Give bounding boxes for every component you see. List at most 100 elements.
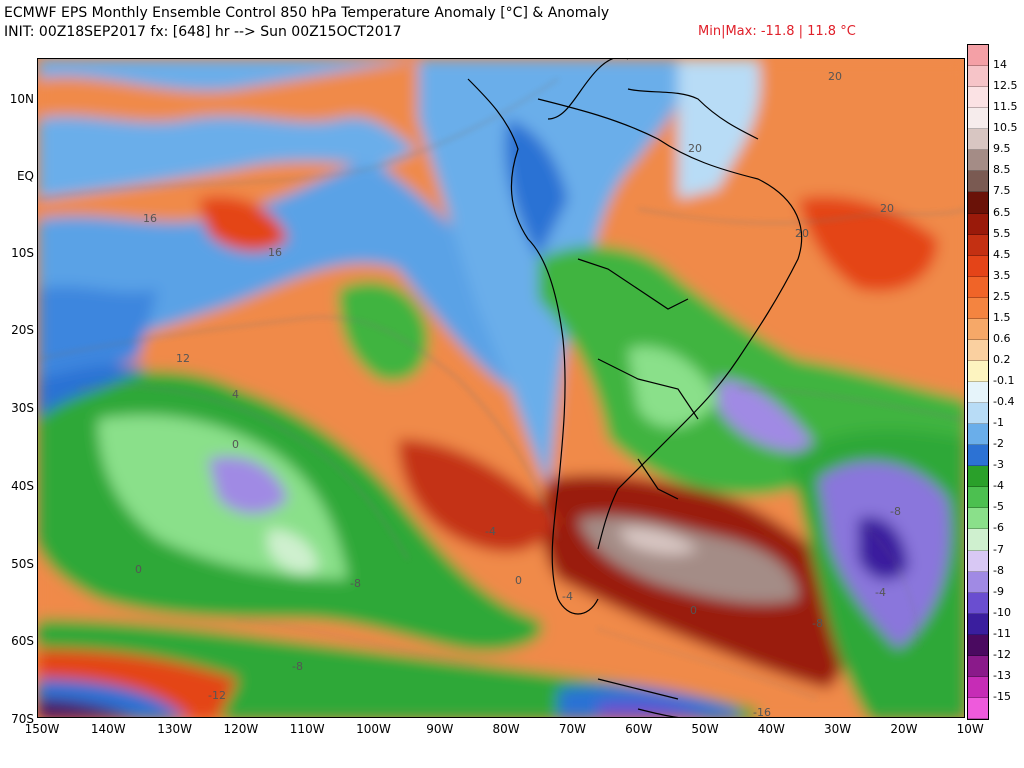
- anomaly-map: [38, 59, 964, 717]
- colorbar-cell: [968, 45, 988, 67]
- colorbar-level-label: -5: [993, 500, 1004, 514]
- init-forecast-line: INIT: 00Z18SEP2017 fx: [648] hr --> Sun …: [4, 24, 402, 40]
- lat-label: 30S: [11, 401, 34, 415]
- colorbar-cell: [968, 466, 988, 488]
- contour-label: 0: [232, 438, 239, 451]
- colorbar-level-label: 8.5: [993, 163, 1011, 177]
- contour-label: 0: [690, 604, 697, 617]
- lat-label: 10S: [11, 246, 34, 260]
- colorbar-level-label: -11: [993, 626, 1011, 640]
- min-max-readout: Min|Max: -11.8 | 11.8 °C: [698, 24, 856, 39]
- colorbar-level-label: 10.5: [993, 121, 1018, 135]
- lat-label: 70S: [11, 712, 34, 726]
- lon-label: 150W: [24, 722, 60, 736]
- colorbar-level-label: -9: [993, 584, 1004, 598]
- colorbar-level-label: 1.5: [993, 310, 1011, 324]
- lat-label: EQ: [16, 169, 34, 183]
- lon-label: 100W: [356, 722, 391, 736]
- colorbar-cell: [968, 171, 988, 193]
- lon-label: 80W: [492, 722, 520, 736]
- colorbar-cell: [968, 108, 988, 130]
- contour-label: 16: [143, 212, 157, 225]
- lon-label: 110W: [289, 722, 325, 736]
- colorbar-cell: [968, 318, 988, 340]
- contour-label: 12: [176, 352, 190, 365]
- colorbar-cell: [968, 360, 988, 382]
- lon-label: 10W: [956, 722, 984, 736]
- colorbar-level-label: -0.1: [993, 374, 1015, 387]
- colorbar-cell: [968, 297, 988, 319]
- colorbar-cell: [968, 276, 988, 298]
- colorbar-level-label: -13: [993, 668, 1011, 682]
- colorbar-cell: [968, 655, 988, 677]
- lat-label: 40S: [11, 479, 34, 493]
- contour-label: -12: [208, 689, 226, 702]
- colorbar-cell: [968, 403, 988, 425]
- lon-label: 20W: [890, 722, 918, 736]
- map-title: ECMWF EPS Monthly Ensemble Control 850 h…: [4, 5, 610, 21]
- colorbar-level-label: 6.5: [993, 205, 1011, 219]
- colorbar-cell: [968, 676, 988, 698]
- contour-label: -16: [753, 706, 771, 719]
- map-panel: [37, 58, 965, 718]
- colorbar-cell: [968, 571, 988, 593]
- lat-label: 20S: [11, 323, 34, 337]
- contour-label: 20: [795, 227, 809, 240]
- contour-label: 4: [232, 388, 239, 401]
- contour-label: -4: [562, 590, 573, 603]
- contour-label: 0: [135, 563, 142, 576]
- colorbar-level-label: 3.5: [993, 268, 1011, 282]
- colorbar-level-label: -6: [993, 521, 1004, 535]
- colorbar-level-label: 4.5: [993, 247, 1011, 261]
- lon-label: 40W: [757, 722, 785, 736]
- lon-label: 70W: [558, 722, 586, 736]
- colorbar-cell: [968, 192, 988, 214]
- colorbar-level-label: -15: [993, 689, 1011, 703]
- lon-label: 130W: [157, 722, 192, 736]
- colorbar-level-label: -8: [993, 563, 1004, 577]
- colorbar-level-label: -2: [993, 437, 1004, 451]
- colorbar-level-label: 9.5: [993, 142, 1011, 156]
- lon-label: 30W: [824, 722, 852, 736]
- colorbar-level-label: -7: [993, 542, 1004, 556]
- colorbar-level-label: 0.2: [993, 352, 1011, 366]
- colorbar-cell: [968, 339, 988, 361]
- colorbar-cell: [968, 424, 988, 446]
- colorbar-cell: [968, 508, 988, 530]
- colorbar-cell: [968, 613, 988, 635]
- colorbar-cell: [968, 129, 988, 151]
- colorbar-cell: [968, 550, 988, 572]
- colorbar-level-label: -3: [993, 458, 1004, 472]
- colorbar-cell: [968, 66, 988, 88]
- lon-label: 140W: [90, 722, 126, 736]
- colorbar-cell: [968, 445, 988, 467]
- contour-label: -8: [292, 660, 303, 673]
- contour-label: -4: [485, 525, 496, 538]
- colorbar-cell: [968, 150, 988, 172]
- colorbar-cell: [968, 234, 988, 256]
- colorbar-level-label: 2.5: [993, 289, 1011, 303]
- colorbar-level-label: 0.6: [993, 331, 1011, 345]
- contour-label: 20: [688, 142, 702, 155]
- colorbar-cell: [968, 487, 988, 509]
- colorbar-level-label: 7.5: [993, 184, 1011, 198]
- colorbar-cell: [968, 87, 988, 109]
- colorbar-cell: [968, 634, 988, 656]
- colorbar-level-label: -0.4: [993, 395, 1015, 409]
- colorbar-level-label: 11.5: [993, 100, 1018, 114]
- colorbar-cell: [968, 382, 988, 404]
- colorbar-level-label: 14: [993, 58, 1007, 72]
- colorbar: [967, 44, 989, 720]
- lat-label: 60S: [11, 634, 34, 648]
- contour-label: -8: [350, 577, 361, 590]
- lon-label: 60W: [625, 722, 653, 736]
- lat-label: 10N: [9, 92, 34, 106]
- colorbar-cell: [968, 255, 988, 277]
- contour-label: 16: [268, 246, 282, 259]
- lon-label: 50W: [691, 722, 719, 736]
- lon-label: 90W: [426, 722, 454, 736]
- colorbar-level-label: 5.5: [993, 226, 1011, 240]
- contour-label: 20: [828, 70, 842, 83]
- contour-label: 0: [515, 574, 522, 587]
- contour-label: -4: [875, 586, 886, 599]
